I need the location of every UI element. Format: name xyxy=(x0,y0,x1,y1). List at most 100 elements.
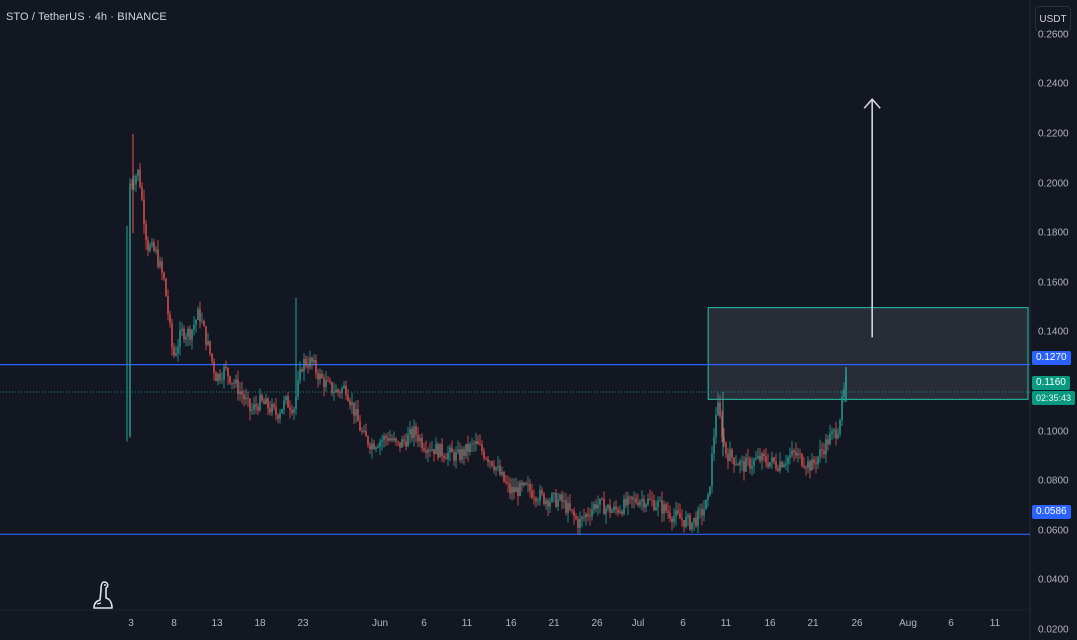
candle-body xyxy=(213,361,215,373)
candle-body xyxy=(399,442,401,448)
date-tick-label: 6 xyxy=(680,618,686,629)
candle-body xyxy=(651,499,653,501)
price-tick-label: 0.2400 xyxy=(1038,78,1069,90)
candle-body xyxy=(481,444,483,452)
candle-body xyxy=(799,453,801,455)
candle-body xyxy=(531,490,533,498)
candle-body xyxy=(241,391,243,395)
candle-body xyxy=(229,376,231,384)
candle-body xyxy=(465,443,467,456)
candle-body xyxy=(395,438,397,442)
candle-body xyxy=(309,357,311,368)
candle-body xyxy=(541,490,543,494)
candle-body xyxy=(137,169,139,177)
candle-body xyxy=(303,358,305,372)
candle-body xyxy=(407,434,409,447)
candle-body xyxy=(679,513,681,519)
candle-body xyxy=(449,447,451,453)
candle-body xyxy=(603,499,605,515)
date-tick-label: 11 xyxy=(461,618,473,629)
candle-body xyxy=(507,482,509,484)
candle-body xyxy=(761,453,763,461)
candle-body xyxy=(769,462,771,467)
price-tick-label: 0.0800 xyxy=(1038,475,1069,487)
candle-body xyxy=(725,442,727,454)
candle-body xyxy=(371,443,373,450)
candle-body xyxy=(307,365,309,368)
candle-body xyxy=(545,500,547,505)
date-tick-label: Jul xyxy=(631,618,645,629)
candle-body xyxy=(825,439,827,455)
candle-body xyxy=(809,461,811,471)
candle-body xyxy=(589,515,591,517)
candle-body xyxy=(297,380,299,397)
candle-body xyxy=(377,447,379,448)
candle-body xyxy=(523,482,525,486)
candle-body xyxy=(417,434,419,442)
candle-body xyxy=(643,499,645,508)
candle-body xyxy=(571,509,573,511)
candle-body xyxy=(363,430,365,432)
candle-body xyxy=(653,500,655,510)
candle-body xyxy=(357,409,359,422)
date-tick-label: 6 xyxy=(948,618,954,629)
candle-body xyxy=(745,457,747,472)
bar-countdown: 02:35:43 xyxy=(1032,391,1076,405)
candle-body xyxy=(611,510,613,513)
candle-body xyxy=(577,518,579,528)
candle-body xyxy=(349,400,351,406)
candle-body xyxy=(741,461,743,462)
candle-body xyxy=(315,360,317,373)
candle-body xyxy=(815,463,817,465)
price-tick-label: 0.0400 xyxy=(1038,574,1069,586)
candle-body xyxy=(519,482,521,496)
candle-body xyxy=(197,309,199,321)
candle-body xyxy=(141,186,143,200)
candle-body xyxy=(201,321,203,323)
candle-body xyxy=(369,444,371,450)
candle-body xyxy=(759,455,761,461)
candle-body xyxy=(525,482,527,485)
candle-body xyxy=(479,444,481,445)
candle-body xyxy=(597,504,599,509)
date-tick-label: 16 xyxy=(505,618,517,629)
candle-body xyxy=(135,176,137,185)
candle-body xyxy=(457,449,459,453)
candle-body xyxy=(657,501,659,508)
candle-body xyxy=(385,436,387,439)
candle-body xyxy=(591,509,593,517)
candle-body xyxy=(687,515,689,518)
candle-body xyxy=(537,500,539,502)
candle-body xyxy=(621,511,623,514)
candle-body xyxy=(157,249,159,267)
candle-body xyxy=(331,382,333,393)
candle-body xyxy=(227,367,229,377)
candle-body xyxy=(433,449,435,455)
candle-body xyxy=(739,461,741,466)
candle-body xyxy=(775,461,777,469)
candle-body xyxy=(435,443,437,455)
candle-body xyxy=(451,447,453,453)
candle-body xyxy=(283,400,285,410)
date-tick-label: 8 xyxy=(171,618,177,629)
candle-body xyxy=(181,328,183,331)
candle-body xyxy=(235,379,237,384)
candle-body xyxy=(461,449,463,460)
candle-body xyxy=(285,396,287,401)
candle-body xyxy=(601,498,603,500)
candle-body xyxy=(389,438,391,441)
candle-body xyxy=(585,514,587,518)
candle-body xyxy=(613,506,615,511)
candle-body xyxy=(263,400,265,405)
candle-body xyxy=(319,373,321,380)
candle-body xyxy=(509,483,511,494)
candle-body xyxy=(171,323,173,348)
candle-body xyxy=(615,506,617,510)
currency-button[interactable]: USDT xyxy=(1035,6,1071,32)
candle-body xyxy=(717,402,719,416)
candle-body xyxy=(681,518,683,521)
dinosaur-icon xyxy=(90,580,114,610)
price-axis[interactable]: 0.2600 0.2400 0.2200 0.2000 0.1800 0.1600 0.14… xyxy=(1030,0,1077,640)
